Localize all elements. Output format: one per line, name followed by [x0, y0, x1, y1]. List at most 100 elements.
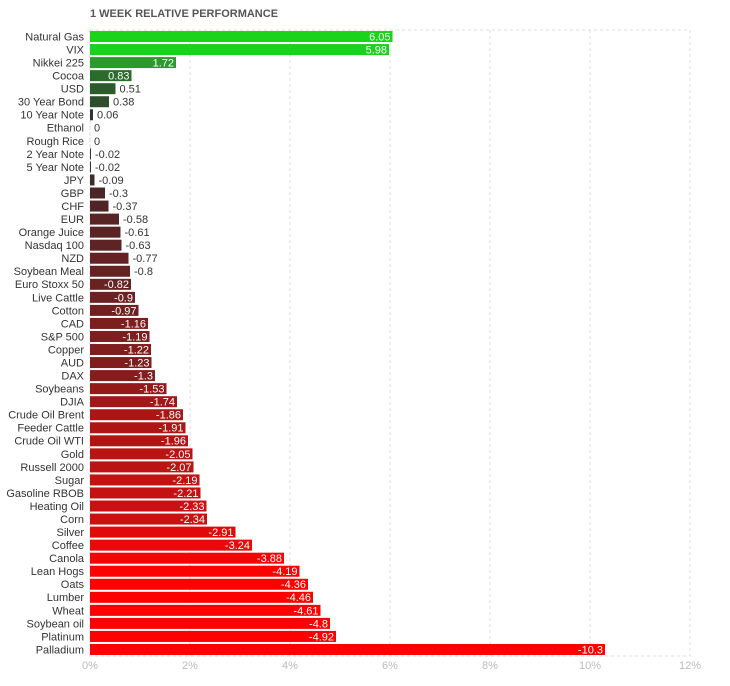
bar	[90, 317, 148, 329]
bar	[90, 213, 119, 225]
bar	[90, 500, 207, 512]
category-label: Orange Juice	[19, 227, 84, 239]
value-label: -4.8	[309, 618, 328, 630]
bar	[90, 291, 135, 303]
bar	[90, 448, 193, 460]
bar	[90, 83, 116, 95]
bar	[90, 278, 131, 290]
category-label: Nasdaq 100	[25, 240, 84, 252]
value-label: -0.9	[114, 292, 133, 304]
category-label: DJIA	[60, 397, 85, 409]
category-label: Rough Rice	[27, 136, 84, 148]
bar	[90, 578, 308, 590]
category-label: Gasoline RBOB	[6, 488, 84, 500]
bar	[90, 57, 176, 69]
category-label: JPY	[64, 175, 85, 187]
bar	[90, 539, 252, 551]
category-label: Platinum	[41, 631, 84, 643]
x-tick-label: 12%	[679, 660, 701, 672]
category-label: Palladium	[36, 644, 84, 656]
value-label: -2.19	[172, 475, 197, 487]
category-label: Copper	[48, 344, 84, 356]
value-label: -4.36	[281, 579, 306, 591]
bar	[90, 148, 91, 160]
value-label: -2.21	[173, 488, 198, 500]
category-label: EUR	[61, 214, 84, 226]
chart-title: 1 WEEK RELATIVE PERFORMANCE	[90, 8, 278, 20]
bar	[90, 200, 109, 212]
x-tick-label: 2%	[182, 660, 198, 672]
value-label: -1.86	[156, 410, 181, 422]
value-label: -0.97	[111, 305, 136, 317]
value-label: 5.98	[366, 44, 387, 56]
category-label: S&P 500	[41, 331, 84, 343]
value-label: -1.23	[124, 357, 149, 369]
x-tick-label: 0%	[82, 660, 98, 672]
value-label: -1.74	[150, 397, 175, 409]
category-label: NZD	[61, 253, 84, 265]
value-label: -2.34	[180, 514, 205, 526]
value-label: -1.3	[134, 371, 153, 383]
bar	[90, 422, 186, 434]
category-label: Live Cattle	[32, 292, 84, 304]
category-label: Natural Gas	[25, 31, 84, 43]
bar	[90, 226, 121, 238]
value-label: 0	[94, 123, 100, 135]
value-label: -0.09	[99, 175, 124, 187]
value-label: -1.53	[139, 384, 164, 396]
category-label: Oats	[61, 579, 85, 591]
category-label: Cocoa	[52, 71, 85, 83]
value-label: -1.19	[122, 331, 147, 343]
x-tick-label: 6%	[382, 660, 398, 672]
category-label: Russell 2000	[20, 462, 84, 474]
bar	[90, 187, 105, 199]
value-label: -0.58	[123, 214, 148, 226]
category-label: Ethanol	[47, 123, 84, 135]
bar	[90, 370, 155, 382]
category-label: DAX	[61, 371, 84, 383]
value-label: -4.46	[286, 592, 311, 604]
value-label: -0.8	[134, 266, 153, 278]
bar	[90, 617, 330, 629]
category-label: Canola	[49, 553, 85, 565]
x-tick-label: 8%	[482, 660, 498, 672]
value-label: -2.05	[165, 449, 190, 461]
category-label: Lean Hogs	[31, 566, 85, 578]
bar	[90, 383, 167, 395]
category-label: Corn	[60, 514, 84, 526]
value-label: -0.77	[133, 253, 158, 265]
value-label: -10.3	[578, 644, 603, 656]
value-label: 0.83	[108, 71, 129, 83]
category-label: Silver	[56, 527, 84, 539]
value-label: -1.22	[124, 344, 149, 356]
bar	[90, 591, 313, 603]
bar	[90, 409, 183, 421]
value-label: -0.37	[113, 201, 138, 213]
bar	[90, 44, 389, 56]
category-label: Soybeans	[35, 384, 84, 396]
value-label: -4.19	[272, 566, 297, 578]
bar	[90, 344, 151, 356]
value-label: -1.96	[161, 436, 186, 448]
category-label: CHF	[61, 201, 84, 213]
bar	[90, 435, 188, 447]
value-label: -0.3	[109, 188, 128, 200]
category-label: Heating Oil	[30, 501, 84, 513]
value-label: 0	[94, 136, 100, 148]
value-label: -0.02	[95, 149, 120, 161]
value-label: -1.91	[158, 423, 183, 435]
value-label: -2.91	[208, 527, 233, 539]
value-label: -4.92	[309, 631, 334, 643]
bar	[90, 330, 150, 342]
value-label: -0.63	[126, 240, 151, 252]
value-label: -0.02	[95, 162, 120, 174]
value-label: 0.51	[120, 84, 141, 96]
bar	[90, 252, 129, 264]
bar	[90, 487, 201, 499]
category-label: Soybean oil	[27, 618, 85, 630]
bar	[90, 304, 139, 316]
bar	[90, 31, 393, 43]
bar	[90, 552, 284, 564]
bar	[90, 161, 91, 173]
